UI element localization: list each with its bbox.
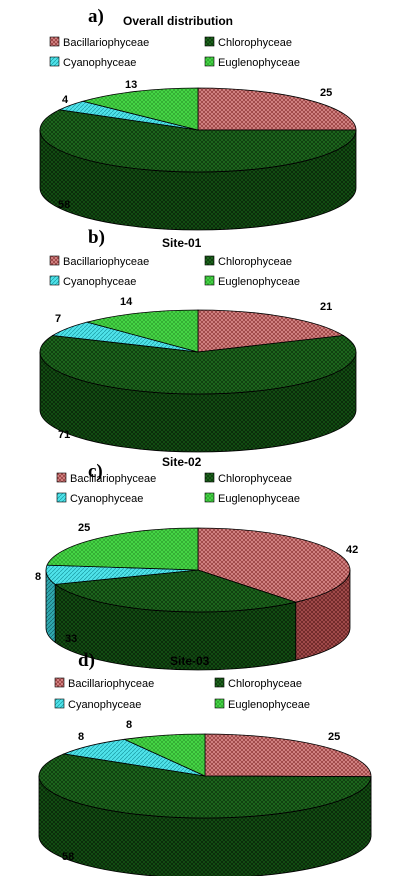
pie-slice-bac <box>197 87 357 131</box>
chart-title: Site-03 <box>170 654 210 668</box>
panel-letter: c) <box>88 461 103 482</box>
legend-swatch <box>49 255 60 266</box>
legend-label: Cyanophyceae <box>63 276 136 288</box>
legend: Bacillariophyceae Chlorophyceae Cyanophyce… <box>49 255 300 288</box>
pie-slice-bac <box>204 733 372 778</box>
pie-slice-bac <box>197 527 351 603</box>
data-label-chl: 58 <box>58 199 70 211</box>
pie-slice-bac <box>197 309 345 353</box>
legend-label: Euglenophyceae <box>218 493 300 505</box>
pie-slice-eug <box>85 309 199 353</box>
legend-swatch <box>54 698 65 709</box>
pie-chart-panel-4: d) Site-03 Bacillariophyceae Chlorophyceae C… <box>38 650 372 876</box>
data-label-bac: 25 <box>320 87 332 99</box>
legend-label: Chlorophyceae <box>228 678 302 690</box>
pie-slice-eug <box>122 733 206 777</box>
legend-label: Bacillariophyceae <box>63 37 149 49</box>
legend-label: Chlorophyceae <box>218 37 292 49</box>
chart-title: Site-01 <box>162 236 202 250</box>
panel-letter: a) <box>88 6 104 27</box>
legend-swatch <box>204 255 215 266</box>
chart-title: Site-02 <box>162 455 202 469</box>
pie-slice-chl <box>39 335 357 395</box>
legend-label: Chlorophyceae <box>218 473 292 485</box>
pie-chart-panel-2: b) Site-01 Bacillariophyceae Chlorophyceae C… <box>39 227 357 453</box>
legend-label: Euglenophyceae <box>218 276 300 288</box>
legend: Bacillariophyceae Chlorophyceae Cyanophyce… <box>54 677 310 711</box>
pie-chart-panel-1: a) Overall distribution Bacillariophyceae C… <box>39 6 357 231</box>
legend-label: Chlorophyceae <box>218 256 292 268</box>
legend-swatch <box>204 492 215 503</box>
legend-swatch <box>49 275 60 286</box>
legend-label: Euglenophyceae <box>218 57 300 69</box>
legend-swatch <box>54 677 65 688</box>
pie-slice-eug <box>81 87 199 131</box>
legend-swatch <box>204 472 215 483</box>
pie-slice-chl <box>54 569 298 613</box>
data-label-bac: 25 <box>328 731 340 743</box>
legend-swatch <box>56 492 67 503</box>
legend-label: Cyanophyceae <box>63 57 136 69</box>
pie-slice-chl <box>38 753 372 819</box>
legend-swatch <box>204 275 215 286</box>
data-label-bac: 42 <box>346 544 358 556</box>
legend: Bacillariophyceae Chlorophyceae Cyanophyce… <box>49 36 300 69</box>
legend-swatch <box>204 56 215 67</box>
data-label-eug: 13 <box>125 79 137 91</box>
legend-label: Bacillariophyceae <box>63 256 149 268</box>
legend-swatch <box>49 36 60 47</box>
legend-swatch <box>56 472 67 483</box>
legend: Bacillariophyceae Chlorophyceae Cyanophyce… <box>56 472 300 505</box>
legend-label: Cyanophyceae <box>68 699 141 711</box>
chart-title: Overall distribution <box>123 14 233 28</box>
data-label-chl: 71 <box>58 429 70 441</box>
legend-swatch <box>49 56 60 67</box>
legend-label: Bacillariophyceae <box>68 678 154 690</box>
legend-label: Cyanophyceae <box>70 493 143 505</box>
legend-swatch <box>204 36 215 47</box>
legend-label: Bacillariophyceae <box>70 473 156 485</box>
legend-swatch <box>214 677 225 688</box>
data-label-eug: 25 <box>78 522 90 534</box>
panel-letter: d) <box>78 650 95 671</box>
data-label-chl: 58 <box>62 851 74 863</box>
legend-swatch <box>214 698 225 709</box>
pie-slice-eug <box>46 527 199 571</box>
legend-label: Euglenophyceae <box>228 699 310 711</box>
panel-letter: b) <box>88 227 105 248</box>
data-label-cya: 7 <box>55 313 61 325</box>
data-label-eug: 14 <box>120 296 133 308</box>
data-label-eug: 8 <box>126 719 132 731</box>
pie-slice-chl <box>39 109 357 173</box>
pie-chart-panel-3: c) Site-02 Bacillariophyceae Chlorophyceae C… <box>35 455 358 671</box>
data-label-chl: 33 <box>65 633 77 645</box>
data-label-cya: 8 <box>35 571 41 583</box>
data-label-bac: 21 <box>320 301 332 313</box>
data-label-cya: 8 <box>78 731 84 743</box>
data-label-cya: 4 <box>62 94 69 106</box>
